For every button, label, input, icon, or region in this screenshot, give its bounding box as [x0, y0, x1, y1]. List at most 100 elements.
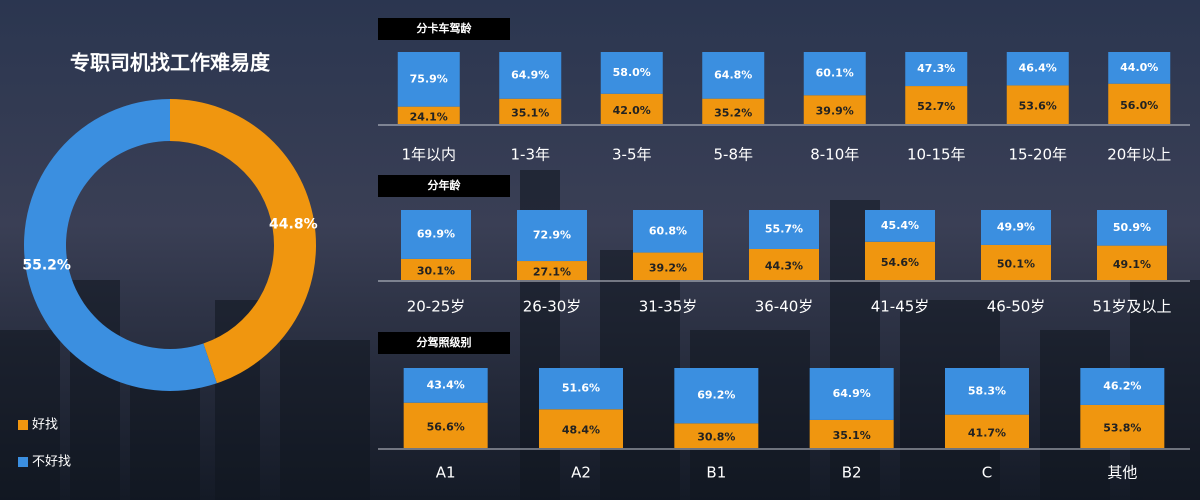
- value-label: 27.1%: [533, 266, 571, 279]
- x-tick-label: 15-20年: [1008, 146, 1067, 164]
- value-label: 35.1%: [833, 429, 871, 442]
- x-tick-label: 31-35岁: [639, 298, 698, 316]
- value-label: 69.2%: [697, 389, 735, 402]
- bar-segment: [1080, 368, 1165, 405]
- value-label: 49.1%: [1113, 258, 1151, 271]
- value-label: 50.1%: [997, 257, 1035, 270]
- section-title: 分驾照级别: [417, 335, 472, 349]
- bar-segment: [600, 52, 663, 94]
- x-tick-label: 1-3年: [511, 146, 551, 164]
- value-label: 50.9%: [1113, 221, 1151, 234]
- value-label: 64.9%: [833, 387, 871, 400]
- bar-segment: [905, 86, 968, 124]
- legend-label: 不好找: [32, 455, 71, 470]
- bar-segment: [403, 402, 488, 448]
- bar-segment: [945, 368, 1029, 415]
- legend-swatch: [18, 420, 28, 430]
- bar-segment: [702, 98, 765, 124]
- bar-segment: [749, 210, 819, 249]
- bar-segment: [865, 241, 935, 280]
- section-title-box: [378, 18, 510, 40]
- value-label: 41.7%: [968, 426, 1006, 439]
- bar-segment: [397, 106, 460, 124]
- x-tick-label: 3-5年: [612, 146, 652, 164]
- value-label: 60.1%: [816, 67, 854, 80]
- x-tick-label: 51岁及以上: [1092, 298, 1171, 316]
- bar-segment: [803, 95, 866, 124]
- value-label: 64.8%: [714, 68, 752, 81]
- value-label: 44.0%: [1120, 61, 1158, 74]
- bar-segment: [981, 244, 1051, 280]
- bar-segment: [1097, 210, 1167, 246]
- value-label: 56.6%: [427, 420, 465, 433]
- bar-segment: [1080, 404, 1165, 448]
- value-label: 35.2%: [714, 106, 752, 119]
- value-label: 54.6%: [881, 256, 919, 269]
- bar-segment: [539, 368, 623, 410]
- x-tick-label: 5-8年: [714, 146, 754, 164]
- slice-label: 44.8%: [269, 217, 318, 233]
- bar-segment: [499, 52, 562, 99]
- x-tick-label: 20-25岁: [407, 298, 466, 316]
- value-label: 64.9%: [511, 68, 549, 81]
- bar-segment: [401, 258, 471, 280]
- value-label: 53.6%: [1019, 100, 1057, 113]
- value-label: 46.4%: [1019, 62, 1057, 75]
- bar-segment: [633, 210, 703, 253]
- x-tick-label: 26-30岁: [523, 298, 582, 316]
- value-label: 45.4%: [881, 219, 919, 232]
- value-label: 39.2%: [649, 261, 687, 274]
- value-label: 42.0%: [613, 104, 651, 117]
- bar-segment: [945, 414, 1029, 448]
- x-tick-label: 36-40岁: [755, 298, 814, 316]
- bar-segment: [803, 52, 866, 96]
- slice-label: 55.2%: [22, 257, 71, 273]
- chart-title: 专职司机找工作难易度: [70, 51, 271, 75]
- bar-segment: [517, 210, 587, 262]
- bar-segment: [1006, 85, 1069, 124]
- bar-segment: [674, 368, 759, 424]
- section-title: 分年龄: [428, 178, 462, 192]
- x-tick-label: 1年以内: [401, 146, 456, 164]
- bar-segment: [1006, 52, 1069, 86]
- x-tick-label: 20年以上: [1107, 146, 1171, 164]
- value-label: 44.3%: [765, 259, 803, 272]
- x-tick-label: 其他: [1107, 464, 1137, 482]
- bar-segment: [539, 409, 623, 448]
- value-label: 75.9%: [410, 72, 448, 85]
- donut-slice: [23, 99, 217, 392]
- bar-segment: [600, 93, 663, 124]
- x-tick-label: B2: [842, 464, 862, 482]
- legend-swatch: [18, 457, 28, 467]
- value-label: 47.3%: [917, 62, 955, 75]
- bar-segment: [397, 52, 460, 107]
- bar-segment: [499, 98, 562, 124]
- value-label: 48.4%: [562, 424, 600, 437]
- x-tick-label: 8-10年: [810, 146, 859, 164]
- value-label: 35.1%: [511, 106, 549, 119]
- donut-slice: [170, 99, 316, 384]
- bar-segment: [905, 52, 968, 87]
- bar-segment: [633, 252, 703, 280]
- section-title-box: [378, 175, 510, 197]
- section-title-box: [378, 332, 510, 354]
- bar-segment: [749, 248, 819, 280]
- bar-segment: [809, 419, 894, 448]
- value-label: 46.2%: [1103, 379, 1141, 392]
- value-label: 51.6%: [562, 382, 600, 395]
- value-label: 43.4%: [427, 378, 465, 391]
- bar-segment: [517, 261, 587, 280]
- x-tick-label: 46-50岁: [987, 298, 1046, 316]
- x-tick-label: C: [982, 464, 992, 482]
- value-label: 52.7%: [917, 100, 955, 113]
- value-label: 30.8%: [697, 431, 735, 444]
- x-tick-label: 10-15年: [907, 146, 966, 164]
- value-label: 24.1%: [410, 110, 448, 123]
- x-tick-label: 41-45岁: [871, 298, 930, 316]
- value-label: 30.1%: [417, 264, 455, 277]
- section-title: 分卡车驾龄: [417, 21, 473, 35]
- x-tick-label: A2: [571, 464, 591, 482]
- bar-segment: [865, 210, 935, 242]
- value-label: 72.9%: [533, 229, 571, 242]
